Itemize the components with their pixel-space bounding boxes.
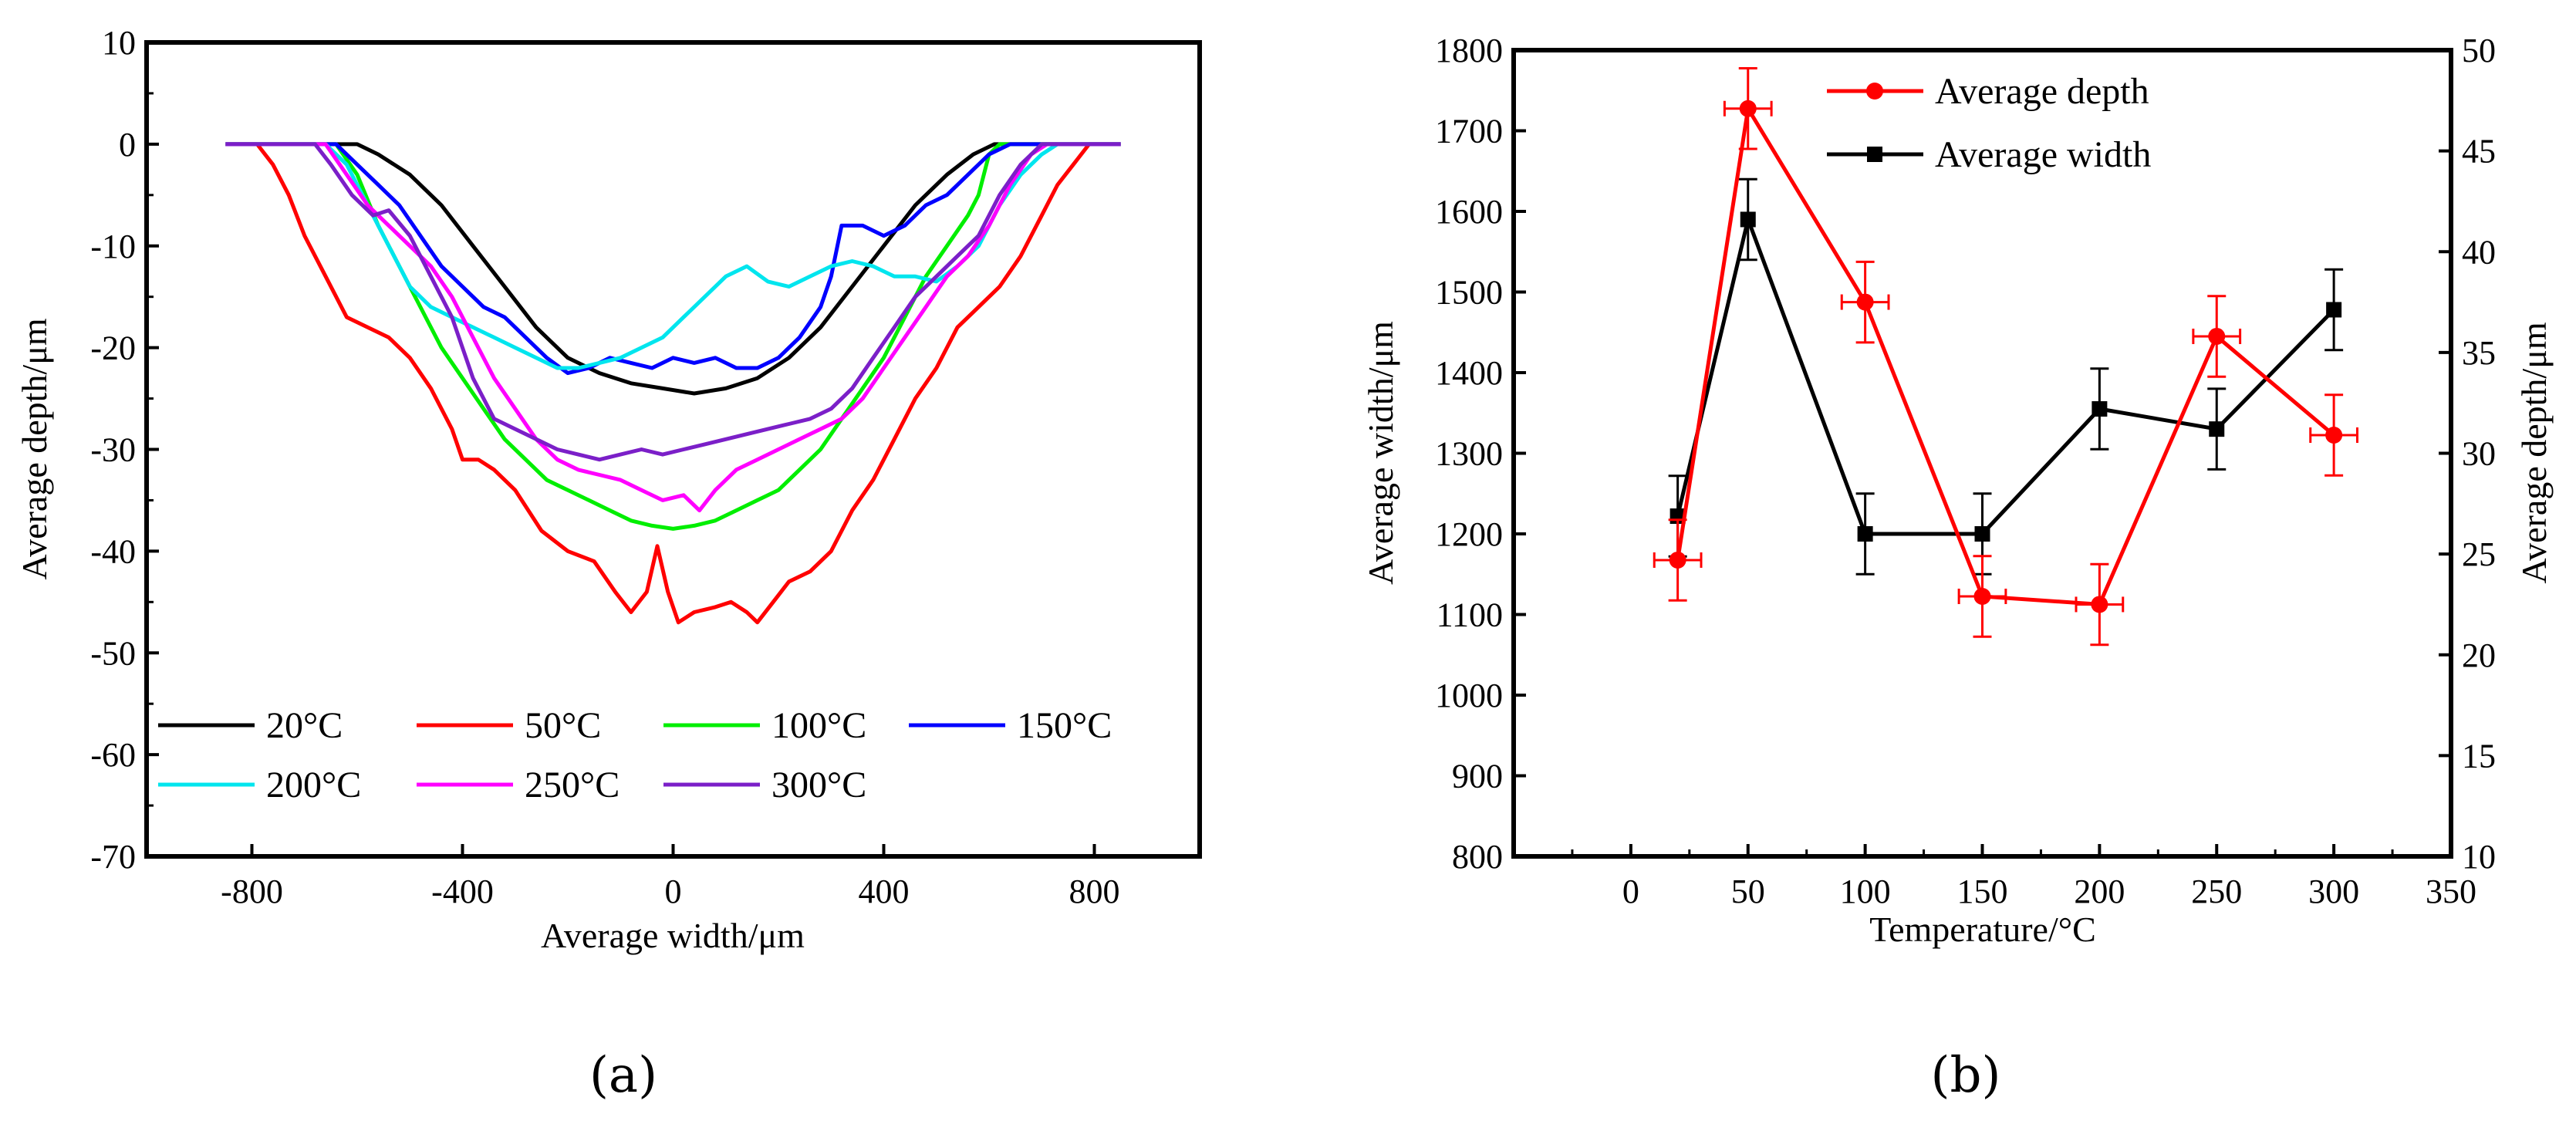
- a-x-axis: -800 -400 0 400 800: [221, 844, 1120, 910]
- b-left-y-tick-label: 900: [1452, 758, 1503, 795]
- b-point-average-depth: [2091, 596, 2108, 613]
- b-point-average-width: [1974, 526, 1990, 542]
- a-legend: 20°C 50°C 100°C 150°C 200°C 250°C 300°C: [158, 705, 1112, 805]
- b-x-axis-label: Temperature/°C: [1869, 910, 2096, 949]
- b-right-y-tick-label: 50: [2462, 32, 2496, 69]
- a-x-tick-label: 0: [665, 873, 682, 910]
- a-legend-label: 100°C: [771, 705, 866, 746]
- b-left-y-tick-label: 1000: [1435, 677, 1503, 714]
- b-right-y-tick-label: 20: [2462, 636, 2496, 674]
- a-legend-label: 20°C: [266, 705, 343, 746]
- a-series-lines: [225, 142, 1121, 625]
- a-legend-label: 50°C: [525, 705, 601, 746]
- a-legend-label: 150°C: [1017, 705, 1112, 746]
- b-point-average-depth: [1669, 551, 1686, 569]
- a-series-line-100c: [225, 142, 1121, 531]
- a-y-tick-label: -30: [90, 431, 136, 469]
- a-x-tick-label: 400: [859, 873, 910, 910]
- a-series-line-150c: [225, 142, 1121, 376]
- a-series-line-250c: [225, 142, 1121, 513]
- b-point-average-depth: [2208, 327, 2226, 345]
- a-y-tick-label: 0: [119, 126, 136, 164]
- b-left-y-axis-label: Average width/μm: [1361, 321, 1400, 585]
- b-right-y-tick-label: 10: [2462, 838, 2496, 876]
- b-point-average-width: [1740, 211, 1756, 228]
- b-line-average-depth: [1676, 103, 2335, 607]
- a-legend-label: 300°C: [771, 765, 866, 805]
- a-legend-label: 200°C: [266, 765, 361, 805]
- a-series-line-300c: [225, 142, 1121, 462]
- a-y-tick-label: -60: [90, 736, 136, 774]
- b-right-y-tick-label: 25: [2462, 535, 2496, 573]
- a-x-tick-label: -800: [221, 873, 283, 910]
- a-y-axis-label: Average depth/μm: [15, 318, 54, 580]
- a-y-tick-label: -70: [90, 838, 136, 876]
- a-y-tick-label: -10: [90, 228, 136, 265]
- a-y-axis: 10 0 -10 -20 -30 -40 -50 -60 -70: [90, 24, 159, 876]
- panel-a: 10 0 -10 -20 -30 -40 -50 -60 -70 -800 -400 0 400 800…: [15, 24, 1202, 1104]
- panel-b: 8009001000110012001300140015001600170018…: [1361, 32, 2554, 1104]
- b-right-y-tick-label: 30: [2462, 435, 2496, 473]
- b-left-y-tick-label: 1800: [1435, 32, 1503, 69]
- b-left-y-tick-label: 800: [1452, 838, 1503, 876]
- a-x-axis-label: Average width/μm: [541, 916, 805, 955]
- a-series-line-20c: [225, 142, 1121, 396]
- b-x-axis: 0 50 100 150 200 250 300 350: [1571, 844, 2476, 910]
- b-point-average-depth: [1739, 100, 1757, 117]
- b-point-average-width: [2326, 302, 2342, 318]
- b-right-y-tick-label: 35: [2462, 334, 2496, 372]
- b-point-average-width: [2209, 421, 2225, 437]
- a-y-tick-label: -50: [90, 634, 136, 672]
- b-line-average-width: [1676, 212, 2335, 536]
- a-legend-label: 250°C: [525, 765, 620, 805]
- b-left-y-tick-label: 1400: [1435, 354, 1503, 392]
- a-x-tick-label: -400: [431, 873, 494, 910]
- b-point-average-width: [1857, 526, 1873, 542]
- b-right-y-tick-label: 15: [2462, 737, 2496, 775]
- a-y-tick-label: -40: [90, 532, 136, 570]
- b-left-y-tick-label: 1200: [1435, 515, 1503, 553]
- a-x-tick-label: 800: [1069, 873, 1120, 910]
- b-left-y-tick-label: 1600: [1435, 193, 1503, 231]
- b-x-tick-label: 100: [1840, 873, 1891, 910]
- b-point-average-depth: [1856, 293, 1874, 311]
- b-right-y-tick-label: 45: [2462, 133, 2496, 171]
- b-left-y-tick-label: 1300: [1435, 435, 1503, 473]
- b-x-tick-label: 150: [1957, 873, 2008, 910]
- a-series-line-50c: [225, 142, 1121, 625]
- b-point-average-width: [2092, 401, 2108, 417]
- b-x-tick-label: 50: [1731, 873, 1765, 910]
- b-right-y-axis-label: Average depth/μm: [2514, 322, 2554, 584]
- a-y-tick-label: 10: [102, 24, 136, 62]
- b-left-y-tick-label: 1100: [1437, 596, 1503, 634]
- b-legend: Average depth Average width: [1827, 71, 2151, 175]
- b-legend-label: Average depth: [1935, 71, 2149, 112]
- b-point-average-depth: [2325, 426, 2343, 444]
- b-legend-marker: [1866, 83, 1883, 100]
- caption-b: (b): [1931, 1047, 2001, 1104]
- b-left-y-axis: 800 900 1000 1100 1200 1300 1400 1500 1600 1700 18…: [1435, 32, 1526, 876]
- b-right-y-axis: 10 15 20 25 30 35 40 45 50: [2439, 32, 2496, 876]
- b-right-y-tick-label: 40: [2462, 233, 2496, 271]
- b-x-tick-label: 0: [1622, 873, 1639, 910]
- b-point-average-depth: [1973, 587, 1991, 605]
- b-left-y-tick-label: 1500: [1435, 274, 1503, 312]
- b-legend-marker: [1867, 147, 1882, 162]
- b-x-tick-label: 200: [2074, 873, 2125, 910]
- a-y-tick-label: -20: [90, 329, 136, 367]
- b-x-tick-label: 250: [2191, 873, 2242, 910]
- b-legend-label: Average width: [1935, 134, 2151, 175]
- b-x-tick-label: 350: [2426, 873, 2476, 910]
- b-left-y-tick-label: 1700: [1435, 113, 1503, 150]
- caption-a: (a): [589, 1047, 657, 1104]
- b-series: [1653, 67, 2358, 647]
- b-x-tick-label: 300: [2308, 873, 2359, 910]
